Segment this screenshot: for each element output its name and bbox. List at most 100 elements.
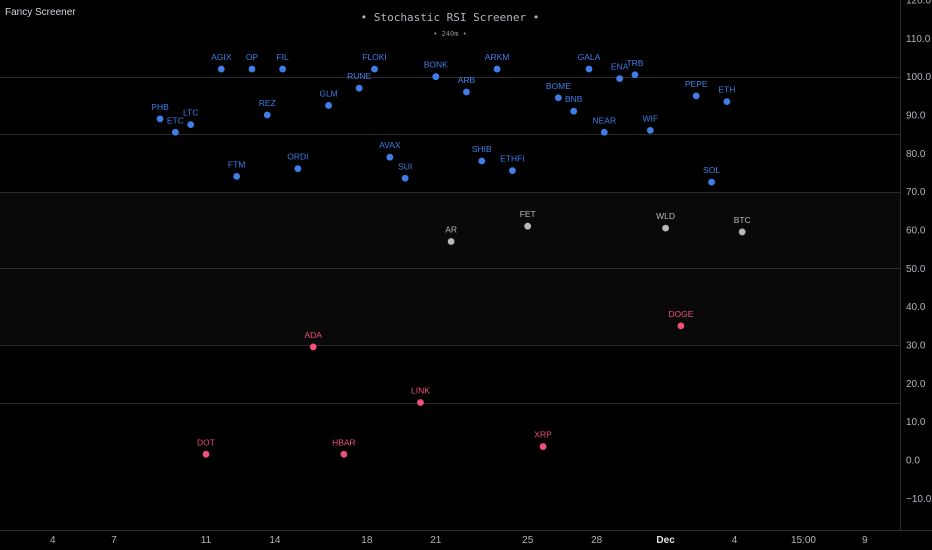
y-tick-label: 120.0: [906, 0, 931, 7]
point-marker[interactable]: [692, 92, 700, 100]
point-ethfi[interactable]: ETHFI: [500, 154, 525, 175]
point-marker[interactable]: [554, 94, 562, 102]
point-marker[interactable]: [631, 71, 639, 79]
point-marker[interactable]: [616, 75, 624, 83]
point-agix[interactable]: AGIX: [211, 52, 232, 73]
point-ltc[interactable]: LTC: [183, 108, 198, 129]
point-marker[interactable]: [432, 73, 440, 81]
point-ftm[interactable]: FTM: [228, 159, 245, 180]
indicator-name[interactable]: Fancy Screener: [5, 7, 76, 18]
point-label: SHIB: [472, 144, 492, 154]
point-shib[interactable]: SHIB: [472, 144, 492, 165]
point-eth[interactable]: ETH: [718, 85, 735, 106]
point-marker[interactable]: [417, 399, 424, 406]
point-xrp[interactable]: XRP: [534, 430, 552, 450]
point-bome[interactable]: BOME: [546, 81, 571, 102]
point-marker[interactable]: [600, 128, 608, 136]
point-marker[interactable]: [463, 88, 470, 96]
point-etc[interactable]: ETC: [167, 115, 184, 136]
point-rune[interactable]: RUNE: [347, 71, 372, 92]
chart-title: • Stochastic RSI Screener •: [360, 11, 540, 24]
point-marker[interactable]: [386, 153, 394, 161]
point-marker[interactable]: [723, 98, 731, 106]
point-marker[interactable]: [447, 238, 455, 245]
point-wld[interactable]: WLD: [656, 211, 675, 232]
y-tick-label: 80.0: [906, 149, 926, 160]
point-marker[interactable]: [708, 178, 715, 186]
point-marker[interactable]: [524, 222, 532, 230]
point-marker[interactable]: [187, 121, 195, 129]
point-marker[interactable]: [202, 450, 210, 458]
point-label: SUI: [398, 161, 412, 171]
point-label: WLD: [656, 211, 675, 221]
point-marker[interactable]: [156, 115, 164, 123]
reference-lines: [0, 77, 900, 404]
x-axis[interactable]: 4 7 11 14 18 21 25 28 Dec 4 15:00 9: [50, 535, 868, 546]
point-marker[interactable]: [355, 84, 363, 92]
point-marker[interactable]: [662, 224, 669, 232]
point-marker[interactable]: [646, 126, 654, 134]
point-near[interactable]: NEAR: [593, 115, 617, 136]
point-avax[interactable]: AVAX: [379, 140, 401, 161]
point-arkm[interactable]: ARKM: [485, 52, 510, 73]
point-label: FLOKI: [362, 52, 387, 62]
point-glm[interactable]: GLM: [319, 88, 338, 109]
point-marker[interactable]: [371, 65, 378, 73]
point-label: PEPE: [685, 79, 708, 89]
point-phb[interactable]: PHB: [151, 102, 169, 123]
point-marker[interactable]: [217, 65, 225, 73]
x-tick-label: 15:00: [791, 535, 816, 546]
point-bonk[interactable]: BONK: [424, 60, 448, 81]
y-axis[interactable]: 120.0 110.0 100.0 90.0 80.0 70.0 60.0 50.0 40.0 3…: [906, 0, 932, 505]
point-marker[interactable]: [493, 65, 501, 73]
point-dot[interactable]: DOT: [197, 437, 215, 458]
point-label: ARB: [458, 75, 476, 85]
point-bnb[interactable]: BNB: [565, 94, 583, 115]
point-marker[interactable]: [478, 157, 486, 165]
point-btc[interactable]: BTC: [734, 215, 751, 236]
point-marker[interactable]: [294, 165, 302, 173]
point-ena[interactable]: ENA: [611, 62, 629, 83]
point-marker[interactable]: [539, 443, 547, 450]
point-marker[interactable]: [677, 322, 685, 330]
point-hbar[interactable]: HBAR: [332, 437, 356, 458]
point-label: BNB: [565, 94, 583, 104]
point-marker[interactable]: [325, 102, 332, 109]
point-marker[interactable]: [263, 111, 271, 119]
point-wif[interactable]: WIF: [642, 113, 658, 134]
point-doge[interactable]: DOGE: [668, 309, 694, 330]
point-marker[interactable]: [279, 65, 286, 73]
point-gala[interactable]: GALA: [578, 52, 601, 73]
point-label: REZ: [259, 98, 276, 108]
point-marker[interactable]: [340, 450, 348, 458]
point-pepe[interactable]: PEPE: [685, 79, 708, 100]
point-fil[interactable]: FIL: [276, 52, 289, 73]
point-marker[interactable]: [738, 228, 746, 236]
point-marker[interactable]: [233, 172, 241, 180]
point-sol[interactable]: SOL: [703, 165, 720, 186]
point-marker[interactable]: [248, 65, 256, 73]
point-link[interactable]: LINK: [411, 386, 430, 406]
point-fet[interactable]: FET: [520, 209, 536, 230]
point-marker[interactable]: [509, 167, 516, 175]
point-marker[interactable]: [401, 174, 409, 182]
point-marker[interactable]: [171, 128, 179, 136]
point-sui[interactable]: SUI: [398, 161, 412, 182]
point-rez[interactable]: REZ: [259, 98, 276, 119]
y-tick-label: 50.0: [906, 264, 926, 275]
point-arb[interactable]: ARB: [458, 75, 476, 96]
point-ordi[interactable]: ORDI: [287, 152, 309, 173]
point-trb[interactable]: TRB: [626, 58, 644, 79]
point-marker[interactable]: [309, 343, 317, 351]
point-op[interactable]: OP: [246, 52, 259, 73]
x-tick-label: 11: [201, 535, 212, 546]
point-ada[interactable]: ADA: [304, 330, 322, 351]
point-floki[interactable]: FLOKI: [362, 52, 387, 73]
point-label: ENA: [611, 62, 629, 72]
point-marker[interactable]: [570, 107, 578, 115]
point-ar[interactable]: AR: [445, 225, 457, 245]
point-label: NEAR: [593, 115, 617, 125]
point-label: TRB: [626, 58, 643, 68]
point-marker[interactable]: [585, 65, 593, 73]
